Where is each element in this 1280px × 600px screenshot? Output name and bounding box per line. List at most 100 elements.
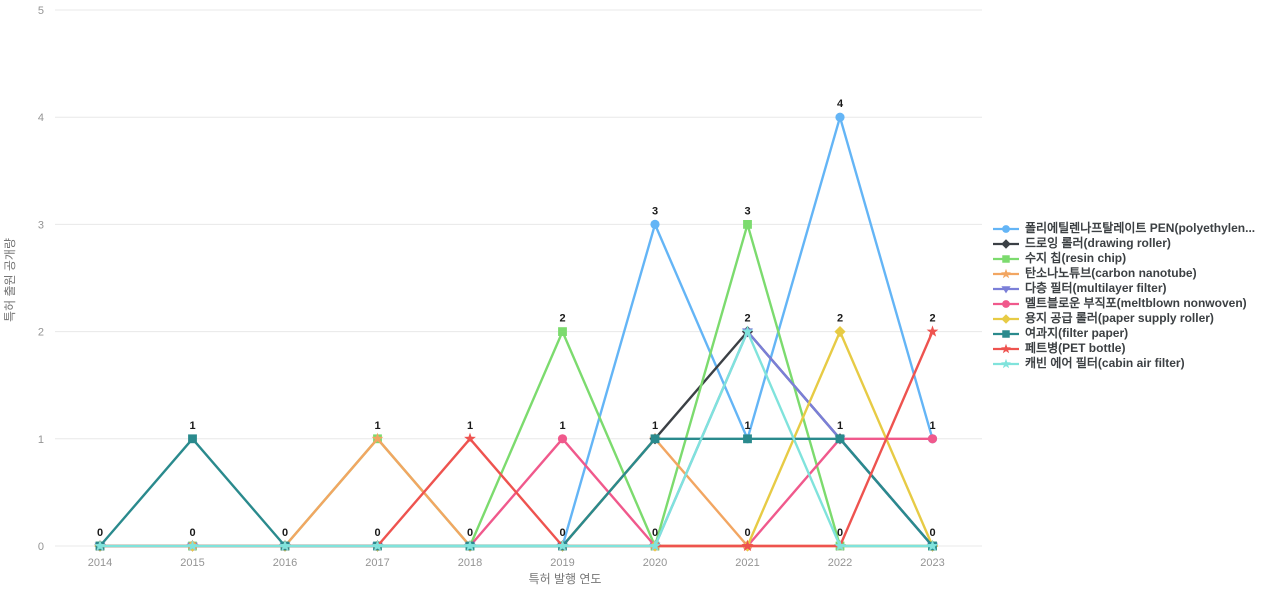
circle-marker xyxy=(1002,299,1010,308)
diamond-marker xyxy=(1001,238,1011,249)
series-line xyxy=(98,223,934,548)
legend-label: 폴리에틸렌나프탈레이트 PEN(polyethylen... xyxy=(1025,221,1256,235)
star-marker xyxy=(371,432,384,444)
diamond-marker xyxy=(1001,313,1011,324)
star-legend-icon xyxy=(993,358,1019,368)
data-label: 4 xyxy=(837,98,844,110)
data-label: 2 xyxy=(929,313,935,325)
data-label: 1 xyxy=(374,420,380,432)
data-label: 1 xyxy=(559,420,565,432)
star-legend-icon xyxy=(993,268,1019,278)
legend-item-6[interactable]: 용지 공급 롤러(paper supply roller) xyxy=(993,311,1255,326)
star-marker xyxy=(834,539,846,552)
data-label: 0 xyxy=(282,527,288,539)
star-marker xyxy=(741,539,754,552)
data-label: 2 xyxy=(837,313,843,325)
star-marker xyxy=(464,539,476,552)
legend-item-0[interactable]: 폴리에틸렌나프탈레이트 PEN(polyethylen... xyxy=(993,221,1255,236)
y-tick-label: 1 xyxy=(38,434,44,446)
x-tick-label: 2023 xyxy=(920,557,944,569)
x-tick-label: 2019 xyxy=(550,557,574,569)
legend-label: 다층 필터(multilayer filter) xyxy=(1025,281,1167,295)
x-tick-label: 2014 xyxy=(88,557,112,569)
diamond-marker xyxy=(834,326,846,338)
data-label: 2 xyxy=(559,313,565,325)
star-marker xyxy=(1000,268,1012,278)
x-tick-label: 2021 xyxy=(735,557,759,569)
star-marker xyxy=(556,539,569,552)
legend-label: 드로잉 롤러(drawing roller) xyxy=(1025,236,1171,250)
data-label: 0 xyxy=(929,527,935,539)
legend-item-3[interactable]: 탄소나노튜브(carbon nanotube) xyxy=(993,266,1255,281)
y-tick-label: 2 xyxy=(38,327,44,339)
data-label: 0 xyxy=(559,527,565,539)
circle-legend-icon xyxy=(993,299,1019,308)
x-axis-title: 특허 발행 연도 xyxy=(529,571,602,586)
y-tick-label: 5 xyxy=(38,5,44,17)
diamond-legend-icon xyxy=(993,313,1019,324)
legend-item-8[interactable]: 페트병(PET bottle) xyxy=(993,341,1255,356)
legend-item-9[interactable]: 캐빈 에어 필터(cabin air filter) xyxy=(993,356,1255,371)
square-legend-icon xyxy=(993,329,1019,338)
square-marker xyxy=(558,327,567,336)
star-marker xyxy=(926,539,939,552)
star-marker xyxy=(371,539,384,552)
legend-label: 수지 칩(resin chip) xyxy=(1025,251,1127,265)
data-label: 1 xyxy=(744,420,750,432)
x-tick-label: 2020 xyxy=(643,557,667,569)
x-tick-label: 2022 xyxy=(828,557,852,569)
y-tick-label: 4 xyxy=(38,112,44,124)
star-marker xyxy=(649,539,661,552)
legend-item-4[interactable]: 다층 필터(multilayer filter) xyxy=(993,281,1255,296)
star-marker xyxy=(464,432,476,444)
data-label: 0 xyxy=(374,527,380,539)
series-line xyxy=(98,330,934,548)
x-tick-label: 2015 xyxy=(180,557,204,569)
data-label: 0 xyxy=(837,527,843,539)
square-legend-icon xyxy=(993,254,1019,263)
data-label: 3 xyxy=(744,205,750,217)
star-marker xyxy=(926,325,939,337)
star-marker xyxy=(1000,358,1012,368)
circle-legend-icon xyxy=(993,224,1019,233)
star-marker xyxy=(1000,343,1012,353)
data-label: 1 xyxy=(467,420,473,432)
circle-marker xyxy=(927,434,938,444)
square-marker xyxy=(650,434,660,444)
data-label: 0 xyxy=(652,527,658,539)
square-marker xyxy=(835,434,845,444)
star-legend-icon xyxy=(993,343,1019,353)
square-marker xyxy=(1002,254,1010,263)
data-label: 1 xyxy=(189,420,195,432)
y-tick-label: 3 xyxy=(38,219,44,231)
data-label: 0 xyxy=(189,527,195,539)
diamond-legend-icon xyxy=(993,238,1019,249)
star-marker xyxy=(279,539,291,552)
chart-legend: 폴리에틸렌나프탈레이트 PEN(polyethylen... 드로잉 롤러(dra… xyxy=(993,221,1255,371)
legend-item-2[interactable]: 수지 칩(resin chip) xyxy=(993,251,1255,266)
data-label: 3 xyxy=(652,205,658,217)
star-marker xyxy=(94,539,106,552)
circle-marker xyxy=(1002,224,1010,233)
legend-item-5[interactable]: 멜트블로운 부직포(meltblown nonwoven) xyxy=(993,296,1255,311)
legend-label: 멜트블로운 부직포(meltblown nonwoven) xyxy=(1025,296,1247,310)
star-marker xyxy=(186,539,199,552)
square-marker xyxy=(743,434,752,444)
legend-item-1[interactable]: 드로잉 롤러(drawing roller) xyxy=(993,236,1255,251)
legend-label: 페트병(PET bottle) xyxy=(1025,341,1126,355)
square-marker xyxy=(188,434,197,444)
x-tick-label: 2018 xyxy=(458,557,482,569)
data-label: 0 xyxy=(467,527,473,539)
data-label: 0 xyxy=(744,527,750,539)
circle-marker xyxy=(835,112,845,122)
data-label: 0 xyxy=(97,527,103,539)
legend-label: 여과지(filter paper) xyxy=(1025,326,1129,340)
data-label: 2 xyxy=(744,313,750,325)
tri-down-marker xyxy=(1001,285,1011,293)
data-label: 1 xyxy=(652,420,658,432)
legend-item-7[interactable]: 여과지(filter paper) xyxy=(993,326,1255,341)
circle-marker xyxy=(650,219,660,229)
tri-down-legend-icon xyxy=(993,285,1019,293)
